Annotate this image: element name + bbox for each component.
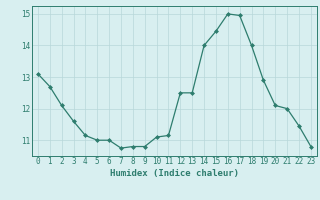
X-axis label: Humidex (Indice chaleur): Humidex (Indice chaleur) (110, 169, 239, 178)
